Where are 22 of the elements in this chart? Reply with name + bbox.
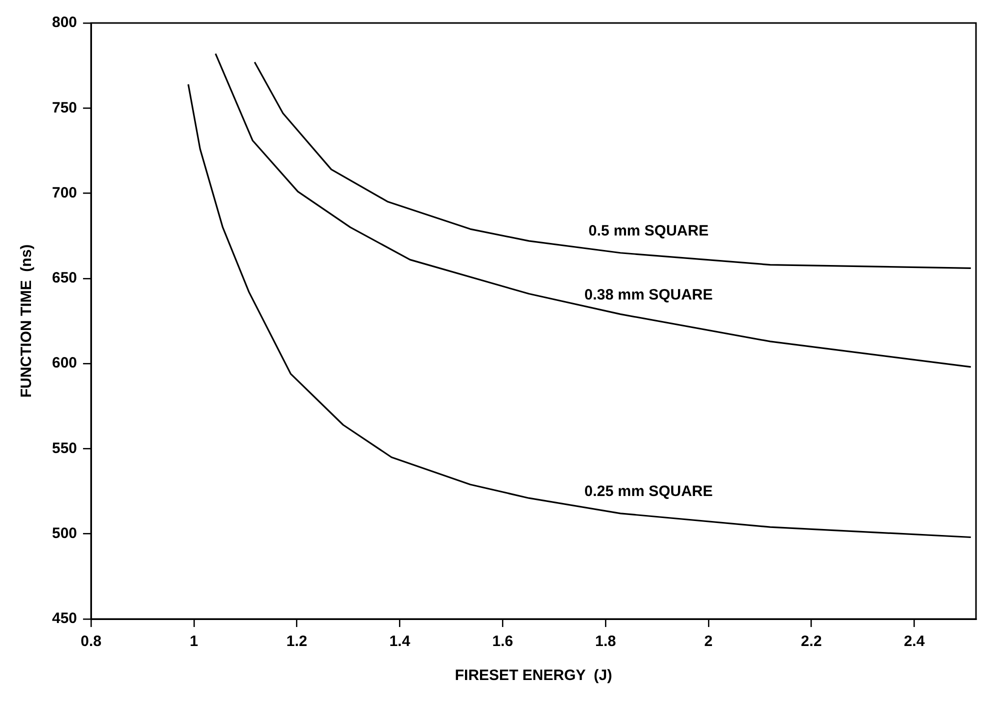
x-tick-label: 1.8 [595, 633, 616, 650]
x-axis-title: FIRESET ENERGY (J) [454, 667, 612, 684]
y-tick-label: 600 [52, 354, 78, 372]
series-label: 0.5 mm SQUARE [588, 222, 709, 240]
x-tick-label: 1.4 [389, 633, 411, 650]
x-tick-label: 0.8 [80, 633, 102, 650]
y-tick-label: 550 [52, 440, 78, 457]
y-tick-label: 500 [52, 525, 78, 542]
series-label: 0.25 mm SQUARE [584, 483, 713, 500]
x-tick-label: 1 [190, 633, 198, 650]
y-tick-label: 800 [52, 14, 78, 32]
y-axis-title: FUNCTION TIME (ns) [18, 244, 36, 398]
series-label: 0.38 mm SQUARE [584, 286, 713, 304]
y-tick-label: 650 [52, 270, 78, 287]
x-tick-label: 1.6 [492, 633, 514, 650]
y-tick-label: 450 [52, 610, 78, 628]
y-tick-label: 700 [52, 184, 78, 202]
x-tick-label: 2 [704, 633, 713, 650]
y-tick-label: 750 [52, 99, 78, 116]
x-tick-label: 2.2 [800, 633, 822, 650]
x-tick-label: 1.2 [286, 633, 308, 650]
x-tick-label: 2.4 [904, 633, 926, 650]
